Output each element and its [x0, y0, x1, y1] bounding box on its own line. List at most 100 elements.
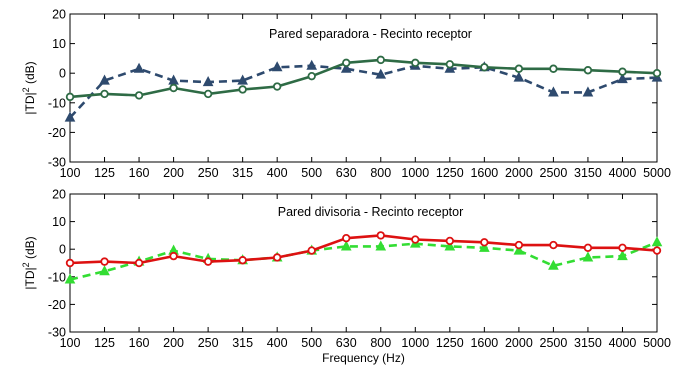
top-series-0-point: [202, 76, 214, 87]
bottom-ytick-label: 0: [59, 243, 66, 257]
top-xtick-label: 160: [129, 166, 150, 180]
bottom-series-1-point: [272, 253, 282, 262]
top-ytick-label: 10: [52, 37, 66, 51]
bottom-series-0-point: [375, 240, 387, 251]
bottom-series-1-point: [238, 256, 247, 265]
top-series-0-point: [617, 73, 628, 84]
bottom-series-0-point: [548, 259, 559, 270]
bottom-xtick-label: 4000: [609, 336, 637, 350]
bottom-chart-ylabel-sup: 2: [21, 262, 31, 267]
bottom-series-0-point: [64, 273, 76, 284]
bottom-series-0-point: [444, 240, 456, 251]
bottom-series-1-point: [342, 233, 351, 243]
bottom-chart-ylabel-unit: (dB): [23, 236, 37, 262]
bottom-chart-ylabel-base: |TD|: [23, 267, 37, 289]
bottom-series-0-point: [651, 236, 663, 247]
bottom-series-1-point: [445, 236, 455, 246]
top-series-0-point: [513, 71, 525, 82]
bottom-ytick-label: 10: [52, 215, 66, 229]
top-series-1-point: [307, 71, 316, 81]
top-series-1-point: [480, 63, 489, 72]
bottom-xtick-label: 2500: [540, 336, 568, 350]
bottom-series-1-point: [583, 243, 593, 253]
top-ytick-label: -30: [48, 156, 66, 170]
bottom-series-1-point: [100, 257, 109, 266]
top-xtick-label: 5000: [643, 166, 671, 180]
bottom-xtick-label: 400: [267, 336, 288, 350]
bottom-ytick-label: 20: [52, 188, 66, 202]
top-series-1-point: [65, 92, 75, 102]
top-series-1-point: [238, 85, 247, 94]
bottom-ytick-label: -10: [48, 270, 66, 284]
top-series-1-point: [618, 67, 627, 76]
top-series-1-point: [411, 58, 420, 68]
bottom-series-1-point: [203, 257, 213, 266]
top-ytick-label: -20: [48, 126, 66, 140]
bottom-xtick-label: 630: [336, 336, 357, 350]
top-chart-title: Pared separadora - Recinto receptor: [269, 27, 472, 41]
top-xtick-label: 2500: [540, 166, 568, 180]
top-series-1-point: [652, 68, 662, 78]
bottom-series-0-point: [479, 241, 490, 252]
top-ytick-label: 20: [52, 8, 66, 22]
top-series-1-point: [583, 66, 593, 75]
bottom-xtick-label: 1250: [436, 336, 464, 350]
top-series-0-point: [271, 61, 283, 72]
top-xtick-label: 1250: [436, 166, 464, 180]
top-series-0-point: [548, 86, 559, 97]
bottom-xtick-label: 3150: [574, 336, 602, 350]
bottom-series-1-point: [376, 231, 385, 240]
top-series-0-point: [582, 86, 594, 97]
top-series-1-line: [69, 58, 658, 99]
bottom-series-1-point: [411, 235, 420, 244]
top-series-0-point: [375, 68, 387, 79]
top-chart-ylabel: |TD|2 (dB): [21, 61, 37, 114]
top-series-1-point: [514, 64, 524, 73]
top-series-0-point: [64, 111, 76, 122]
bottom-series-0-point: [340, 240, 352, 251]
bottom-series-0-point: [617, 250, 628, 261]
top-chart-ylabel-sup: 2: [21, 87, 31, 92]
top-series-0-point: [340, 62, 352, 73]
bottom-chart-xlabel: Frequency (Hz): [322, 351, 405, 365]
bottom-series-1-point: [65, 258, 75, 268]
bottom-series-1-line: [69, 234, 658, 265]
bottom-xtick-label: 100: [60, 336, 81, 350]
top-xtick-label: 4000: [609, 166, 637, 180]
top-xtick-label: 1600: [470, 166, 498, 180]
bottom-series-0-point: [513, 244, 525, 255]
top-xtick-label: 400: [267, 166, 288, 180]
top-xtick-label: 125: [94, 166, 115, 180]
top-series-1-point: [134, 91, 144, 100]
bottom-xtick-label: 160: [129, 336, 150, 350]
bottom-series-0-point: [99, 265, 110, 276]
bottom-chart-ylabel: |TD|2 (dB): [21, 236, 37, 289]
bottom-series-1-point: [652, 246, 662, 255]
top-xtick-label: 200: [163, 166, 184, 180]
top-series-1-point: [549, 64, 558, 73]
top-xtick-label: 315: [232, 166, 253, 180]
top-series-1-point: [169, 83, 178, 93]
top-xtick-label: 1000: [401, 166, 429, 180]
bottom-series-0-line: [69, 241, 658, 281]
top-xtick-label: 800: [370, 166, 391, 180]
bottom-xtick-label: 2000: [505, 336, 533, 350]
top-series-1-point: [342, 58, 351, 68]
bottom-xtick-label: 1000: [401, 336, 429, 350]
top-series-0-point: [306, 59, 318, 70]
bottom-xtick-label: 500: [301, 336, 322, 350]
bottom-series-0-point: [582, 251, 594, 262]
bottom-series-1-point: [480, 238, 489, 247]
top-series-0-point: [99, 74, 110, 85]
top-series-1-point: [100, 89, 109, 99]
top-xtick-label: 100: [60, 166, 81, 180]
top-xtick-label: 2000: [505, 166, 533, 180]
bottom-xtick-label: 250: [198, 336, 219, 350]
bottom-xtick-label: 315: [232, 336, 253, 350]
bottom-series-1-point: [169, 251, 178, 261]
bottom-xtick-label: 800: [370, 336, 391, 350]
top-series-1-point: [272, 82, 282, 91]
top-chart-ylabel-base: |TD|: [23, 92, 37, 114]
